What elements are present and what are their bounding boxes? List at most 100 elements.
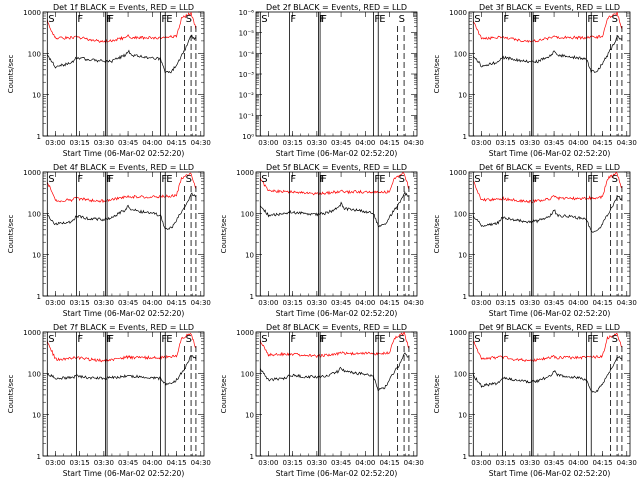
x-tick-label: 03:30 (307, 139, 327, 147)
y-tick-label: 10⁻² (239, 92, 255, 100)
series-line-2 (472, 12, 623, 43)
plot-frame (42, 171, 205, 297)
y-tick-label: 1 (37, 133, 41, 141)
event-marker-label: S (612, 174, 618, 185)
y-tick-label: 10 (245, 252, 254, 260)
y-tick-label: 1 (37, 453, 41, 461)
y-tick-label: 1000 (449, 169, 467, 177)
x-tick-label: 04:30 (404, 299, 424, 307)
event-marker-label: S (48, 14, 54, 25)
y-tick-label: 10 (458, 412, 467, 420)
x-tick-label: 04:30 (191, 299, 211, 307)
chart-title: Det 5f BLACK = Events, RED = LLD (266, 163, 407, 172)
y-tick-label: 100 (28, 210, 41, 218)
x-tick-label: 03:00 (45, 459, 65, 467)
event-marker-label: F (106, 174, 112, 185)
event-marker-label: S (474, 174, 480, 185)
plot-frame (255, 171, 418, 297)
chart-panel-1: Det 1f BLACK = Events, RED = LLD 1 10 100 10… (7, 3, 211, 158)
x-tick-label: 03:00 (258, 299, 278, 307)
x-tick-label: 04:00 (568, 139, 588, 147)
y-tick-label: 10 (458, 252, 467, 260)
x-tick-label: 04:30 (617, 459, 637, 467)
x-tick-label: 03:00 (471, 459, 491, 467)
event-marker-label: S (261, 174, 267, 185)
event-marker-label: S (612, 14, 618, 25)
x-tick-label: 03:30 (520, 299, 540, 307)
event-marker-label: F (532, 14, 538, 25)
event-marker-label: F (77, 334, 83, 345)
chart-title: Det 1f BLACK = Events, RED = LLD (53, 3, 194, 12)
x-tick-label: 03:00 (258, 139, 278, 147)
event-marker-label: F (534, 334, 540, 345)
y-tick-label: 1000 (23, 169, 41, 177)
x-tick-label: 03:15 (496, 299, 516, 307)
y-tick-label: 10⁰ (242, 133, 254, 141)
series-line-1 (472, 195, 623, 233)
event-marker-label: S (474, 14, 480, 25)
x-tick-label: 03:30 (307, 459, 327, 467)
y-axis-label: Counts/sec (7, 375, 15, 414)
event-marker-label: F (503, 174, 509, 185)
event-marker-label: S (261, 14, 267, 25)
event-marker-label: S (186, 174, 192, 185)
series-line-1 (259, 352, 409, 392)
x-tick-label: 03:45 (544, 299, 564, 307)
x-tick-label: 03:00 (258, 459, 278, 467)
event-marker-label: F (587, 334, 593, 345)
event-marker-label: E (592, 14, 598, 25)
x-tick-label: 04:30 (617, 139, 637, 147)
chart-title: Det 6f BLACK = Events, RED = LLD (479, 163, 620, 172)
chart-panel-8: Det 8f BLACK = Events, RED = LLD 1 10 100 10… (220, 323, 424, 478)
chart-title: Det 7f BLACK = Events, RED = LLD (53, 323, 194, 332)
chart-panel-5: Det 5f BLACK = Events, RED = LLD 1 10 100 10… (220, 163, 424, 318)
y-tick-label: 1000 (23, 9, 41, 17)
plot-frame (468, 331, 631, 457)
event-marker-label: E (166, 14, 172, 25)
y-tick-label: 1 (463, 293, 467, 301)
event-marker-label: E (592, 174, 598, 185)
y-tick-label: 100 (28, 370, 41, 378)
x-tick-label: 04:30 (191, 139, 211, 147)
event-marker-label: S (48, 334, 54, 345)
x-tick-label: 03:30 (94, 139, 114, 147)
series-line-2 (46, 332, 197, 363)
x-tick-label: 04:30 (191, 459, 211, 467)
event-marker-label: F (319, 174, 325, 185)
x-axis-label: Start Time (06-Mar-02 02:52:20) (276, 309, 398, 318)
event-marker-label: F (106, 334, 112, 345)
x-tick-label: 03:15 (496, 139, 516, 147)
x-tick-label: 04:00 (355, 459, 375, 467)
event-marker-label: F (374, 174, 380, 185)
series-line-1 (472, 356, 623, 393)
chart-panel-3: Det 3f BLACK = Events, RED = LLD 1 10 100 10… (433, 3, 637, 158)
x-axis-label: Start Time (06-Mar-02 02:52:20) (276, 469, 398, 478)
x-tick-label: 03:30 (94, 299, 114, 307)
event-marker-label: E (379, 14, 385, 25)
event-marker-label: S (186, 334, 192, 345)
x-tick-label: 03:45 (331, 139, 351, 147)
x-tick-label: 03:15 (496, 459, 516, 467)
x-tick-label: 03:45 (544, 459, 564, 467)
y-tick-label: 1 (37, 293, 41, 301)
x-tick-label: 04:15 (166, 139, 186, 147)
event-marker-label: F (108, 334, 114, 345)
y-tick-label: 1000 (449, 9, 467, 17)
event-marker-label: E (379, 334, 385, 345)
x-tick-label: 03:00 (471, 299, 491, 307)
y-axis-label: Counts/sec (7, 215, 15, 254)
plot-frame (42, 11, 205, 137)
event-marker-label: S (399, 334, 405, 345)
x-tick-label: 03:00 (45, 299, 65, 307)
series-line-1 (260, 191, 409, 228)
y-tick-label: 100 (241, 370, 254, 378)
event-marker-label: F (161, 334, 167, 345)
x-tick-label: 03:30 (520, 139, 540, 147)
chart-panel-7: Det 7f BLACK = Events, RED = LLD 1 10 100 10… (7, 323, 211, 478)
y-tick-label: 1 (463, 133, 467, 141)
event-marker-label: F (374, 14, 380, 25)
x-tick-label: 03:00 (471, 139, 491, 147)
event-marker-label: F (532, 174, 538, 185)
series-line-2 (46, 172, 197, 204)
event-marker-label: F (374, 334, 380, 345)
